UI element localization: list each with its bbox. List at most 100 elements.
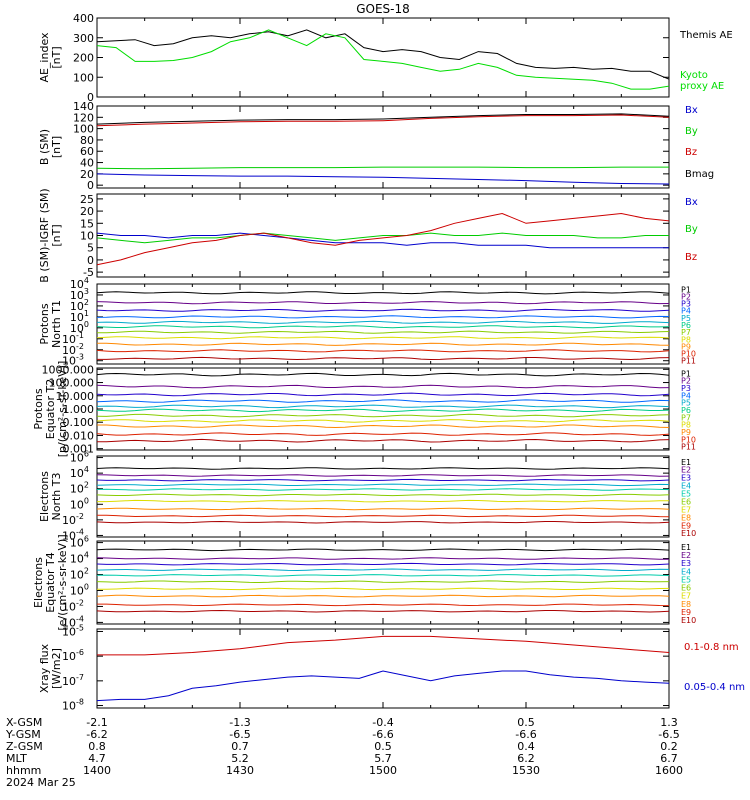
x-row-value: -6.6	[515, 728, 536, 741]
legend-label: P9	[681, 342, 691, 351]
legend-label: P3	[681, 384, 691, 393]
legend-label: Bx	[685, 197, 698, 208]
y-tick-label: 10-2	[62, 512, 84, 527]
series-line-e4	[96, 483, 670, 487]
panel-1: 0 100 200 300 400 AE_index [nT] Themis AE Kyotop…	[38, 12, 733, 104]
x-row-value: 5.7	[374, 752, 392, 765]
x-row-value: 1530	[512, 764, 540, 777]
x-row-value: 0.5	[517, 716, 535, 729]
series-line-e9	[97, 514, 670, 518]
panel-8: 10-5 10-6 10-7 10-8 Xray flux [W/m2] 0.1-0.8 n…	[38, 623, 745, 712]
series-line-p6	[96, 325, 670, 329]
legend-label: P4	[681, 391, 691, 400]
series-line-themis-ae	[96, 29, 670, 80]
y-tick-exponent: -2	[76, 598, 84, 607]
series-line-p7	[96, 413, 670, 418]
series-line-e8	[96, 594, 670, 598]
y-tick-label: 140	[73, 100, 94, 113]
x-row-value: 6.2	[517, 752, 535, 765]
legend-label: E4	[681, 482, 691, 491]
series-line-p11	[97, 356, 670, 361]
x-row-value: -6.2	[86, 728, 107, 741]
legend-label: P8	[681, 421, 691, 430]
legend-label: E10	[681, 616, 696, 625]
y-tick-label: 10	[80, 230, 94, 243]
y-tick-label: 25	[80, 193, 94, 206]
series-line-p4	[96, 315, 670, 319]
legend-label: P10	[681, 350, 696, 359]
series-line-e2	[96, 474, 670, 477]
series-line-p7	[97, 330, 670, 334]
y-tick-exponent: 3	[84, 287, 89, 296]
series-line-p6	[96, 408, 670, 413]
legend-label: Themis AE	[679, 30, 733, 41]
y-tick-label: 106	[70, 450, 89, 465]
series-line-e6	[96, 493, 670, 497]
legend-label: 0.05-0.4 nm	[684, 682, 745, 693]
y-tick-label: 100	[73, 123, 94, 136]
y-axis-label: [nT]	[50, 136, 63, 158]
legend-label: P6	[681, 321, 691, 330]
x-row-value: -6.5	[229, 728, 250, 741]
legend-label: E2	[681, 551, 691, 560]
legend-label: P11	[681, 443, 696, 452]
series-line-p10	[96, 349, 670, 353]
series-line-p8	[96, 336, 670, 340]
y-tick-label: -5	[83, 266, 94, 279]
x-row-value: 0.4	[517, 740, 535, 753]
legend-label: P3	[681, 300, 691, 309]
y-tick-label: 104	[70, 465, 89, 480]
series-line-kyoto-proxy-ae	[96, 29, 670, 90]
legend-label: E8	[681, 513, 691, 522]
legend-label: E9	[681, 521, 691, 530]
y-tick-exponent: -7	[76, 673, 84, 682]
panel-frame	[96, 17, 670, 98]
series-line-p3	[96, 392, 670, 397]
series-line-p9	[97, 424, 670, 429]
x-row-label: Z-GSM	[6, 740, 43, 753]
y-tick-label: 104	[70, 551, 89, 566]
series-line-by	[96, 166, 669, 170]
legend-label: E3	[681, 474, 691, 483]
y-axis-label: Electrons	[32, 557, 45, 608]
x-row-value: 5.2	[231, 752, 249, 765]
y-tick-exponent: 0	[84, 320, 89, 329]
series-line-p3	[96, 308, 670, 312]
series-line-e5	[96, 488, 670, 491]
y-tick-exponent: 4	[84, 551, 89, 560]
x-row-value: -0.4	[372, 716, 393, 729]
y-tick-exponent: 1	[84, 309, 89, 318]
x-axis-table: X-GSM -2.1 -1.3 -0.4 0.5 1.3 Y-GSM -6.2 -6.5 -6.6…	[5, 716, 683, 789]
legend-label: P5	[681, 399, 691, 408]
x-row-value: 1500	[369, 764, 397, 777]
y-axis-label: Protons	[32, 388, 45, 429]
y-tick-exponent: 6	[84, 535, 89, 544]
series-line-e1	[96, 548, 670, 552]
y-tick-label: 400	[73, 12, 94, 25]
series-line-e7	[97, 587, 670, 591]
y-tick-label: 0.001	[63, 443, 95, 456]
y-tick-label: 1.000	[63, 403, 95, 416]
y-axis-label: [p/(cm²-s-sr-keV)]	[56, 361, 69, 458]
date-label: 2024 Mar 25	[6, 776, 76, 789]
y-axis-label: North T1	[50, 300, 63, 348]
y-tick-label: 100	[70, 582, 89, 597]
y-tick-label: 10-7	[62, 673, 84, 688]
x-row-label: MLT	[6, 752, 27, 765]
y-tick-exponent: -1	[76, 331, 84, 340]
y-axis-label: Equator T2	[44, 379, 57, 439]
legend-label: E8	[681, 600, 691, 609]
legend-label: P4	[681, 307, 691, 316]
y-axis-label: [nT]	[50, 46, 63, 68]
y-tick-label: 0	[87, 254, 94, 267]
x-row-value: 4.7	[88, 752, 106, 765]
y-tick-exponent: 2	[84, 298, 89, 307]
y-axis-label: [W/m2]	[50, 648, 63, 689]
legend-label: E3	[681, 559, 691, 568]
legend-label: Bz	[685, 147, 697, 158]
y-tick-exponent: 2	[84, 481, 89, 490]
y-tick-exponent: -4	[76, 614, 84, 623]
